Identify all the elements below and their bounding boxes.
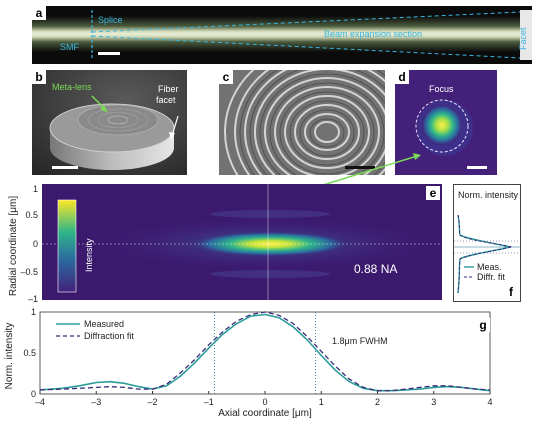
f-profile xyxy=(454,214,520,294)
f-title: Norm. intensity xyxy=(458,190,519,200)
focus-image xyxy=(395,70,497,175)
facet-label: facet xyxy=(156,95,176,105)
f-legend-meas: Meas. xyxy=(477,262,502,272)
panel-b: b Meta-lens Fiber facet xyxy=(32,70,187,175)
panel-f: Norm. intensity Meas. Diffr. fit f xyxy=(453,184,521,302)
y-tick-label: 0.5 xyxy=(23,348,36,358)
fwhm-annotation: 1.8μm FWHM xyxy=(332,336,388,346)
splice-label: Splice xyxy=(98,15,123,25)
legend-fit: Diffraction fit xyxy=(84,331,134,341)
panel-e-axes: Radial coordinate [μm] 1 0.5 0 –0.5 –1 xyxy=(8,184,38,304)
fiber-label: Fiber xyxy=(158,84,179,94)
y-tick-label: 1 xyxy=(31,307,36,317)
svg-text:–1: –1 xyxy=(28,294,38,304)
x-tick-label: 3 xyxy=(431,397,436,407)
panel-letter: c xyxy=(219,70,233,84)
field-map: Intensity 0.88 NA e xyxy=(42,184,442,300)
scale-bar xyxy=(345,166,375,169)
colorbar-label: Intensity xyxy=(84,238,94,272)
panel-e: Radial coordinate [μm] 1 0.5 0 –0.5 –1 xyxy=(0,180,450,305)
x-tick-label: 0 xyxy=(262,397,267,407)
x-tick-label: –2 xyxy=(147,397,157,407)
colorbar xyxy=(57,199,77,293)
panel-letter: d xyxy=(395,70,409,84)
svg-text:–0.5: –0.5 xyxy=(20,267,38,277)
sem-rings xyxy=(219,70,385,175)
panel-letter: e xyxy=(426,186,440,200)
panel-letter: b xyxy=(32,70,46,84)
scale-bar xyxy=(52,166,78,169)
panel-letter: a xyxy=(32,6,46,20)
facet-label: Facet xyxy=(518,27,528,50)
legend-measured: Measured xyxy=(84,319,124,329)
panel-letter: f xyxy=(504,285,518,299)
svg-text:0: 0 xyxy=(33,239,38,249)
g-xlabel: Axial coordinate [μm] xyxy=(218,408,312,419)
y-tick-label: 0 xyxy=(31,389,36,399)
svg-text:1: 1 xyxy=(33,184,38,194)
panel-letter: g xyxy=(476,318,490,332)
scale-bar xyxy=(98,52,120,55)
panel-g: Norm. intensity Axial coordinate [μm] 1.… xyxy=(0,306,554,426)
focus-label: Focus xyxy=(429,84,454,94)
x-tick-label: –3 xyxy=(91,397,101,407)
x-tick-label: 2 xyxy=(375,397,380,407)
x-tick-label: 1 xyxy=(319,397,324,407)
smf-label: SMF xyxy=(60,42,79,52)
meta-lens-label: Meta-lens xyxy=(52,82,92,92)
x-tick-label: –1 xyxy=(204,397,214,407)
sem-meta-lens xyxy=(32,70,187,175)
f-legend-fit: Diffr. fit xyxy=(477,272,505,282)
fiber-image xyxy=(32,10,532,60)
e-ylabel: Radial coordinate [μm] xyxy=(8,196,19,296)
series-line-measured xyxy=(39,313,491,392)
beam-expansion-label: Beam expansion section xyxy=(324,29,423,39)
scale-bar xyxy=(467,166,487,169)
panel-c: c xyxy=(219,70,385,175)
panel-a: a Splice SMF Beam expansion section Face… xyxy=(32,6,532,64)
legend: Measured Diffraction fit xyxy=(56,319,134,341)
line-chart: Norm. intensity Axial coordinate [μm] 1.… xyxy=(4,307,493,419)
plot-frame xyxy=(39,311,491,395)
x-tick-label: –4 xyxy=(35,397,45,407)
na-label: 0.88 NA xyxy=(354,262,398,276)
series-line-fit xyxy=(39,311,491,392)
g-ylabel: Norm. intensity xyxy=(4,323,15,390)
svg-text:0.5: 0.5 xyxy=(25,210,38,220)
panel-d: d Focus xyxy=(395,70,497,175)
x-tick-label: 4 xyxy=(487,397,492,407)
